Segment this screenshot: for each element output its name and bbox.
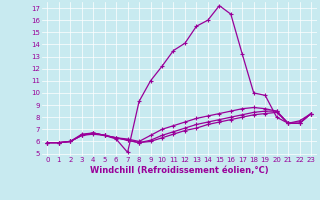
X-axis label: Windchill (Refroidissement éolien,°C): Windchill (Refroidissement éolien,°C) — [90, 166, 268, 175]
